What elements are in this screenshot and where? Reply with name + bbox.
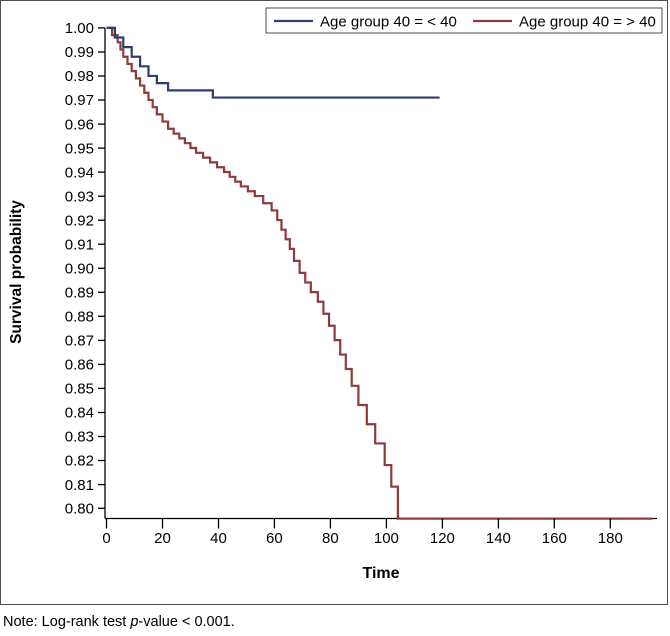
svg-text:0.97: 0.97 (65, 92, 94, 109)
svg-text:0.90: 0.90 (65, 261, 94, 278)
svg-text:0.89: 0.89 (65, 285, 94, 302)
svg-text:160: 160 (542, 530, 567, 547)
svg-text:0.85: 0.85 (65, 381, 94, 398)
svg-text:60: 60 (266, 530, 283, 547)
svg-text:0.88: 0.88 (65, 309, 94, 326)
svg-text:0.80: 0.80 (65, 501, 94, 518)
svg-text:0.83: 0.83 (65, 429, 94, 446)
svg-text:0.92: 0.92 (65, 212, 94, 229)
svg-text:120: 120 (430, 530, 455, 547)
svg-text:0.84: 0.84 (65, 405, 94, 422)
svg-text:0.96: 0.96 (65, 116, 94, 133)
svg-text:0.87: 0.87 (65, 333, 94, 350)
svg-text:100: 100 (374, 530, 399, 547)
svg-text:0.91: 0.91 (65, 236, 94, 253)
svg-text:0.95: 0.95 (65, 140, 94, 157)
svg-text:Age group 40 = > 40: Age group 40 = > 40 (519, 14, 656, 31)
svg-text:0.93: 0.93 (65, 188, 94, 205)
svg-text:1.00: 1.00 (65, 20, 94, 37)
svg-text:80: 80 (322, 530, 339, 547)
svg-text:0.99: 0.99 (65, 44, 94, 61)
svg-text:0.81: 0.81 (65, 477, 94, 494)
svg-text:Age group 40 = < 40: Age group 40 = < 40 (320, 14, 457, 31)
svg-text:0.86: 0.86 (65, 357, 94, 374)
svg-text:0.82: 0.82 (65, 453, 94, 470)
svg-text:0.94: 0.94 (65, 164, 94, 181)
svg-text:0: 0 (102, 530, 110, 547)
svg-text:140: 140 (486, 530, 511, 547)
svg-text:Survival probability: Survival probability (8, 200, 25, 344)
svg-text:0.98: 0.98 (65, 68, 94, 85)
svg-text:180: 180 (598, 530, 623, 547)
svg-text:20: 20 (154, 530, 171, 547)
svg-text:40: 40 (210, 530, 227, 547)
